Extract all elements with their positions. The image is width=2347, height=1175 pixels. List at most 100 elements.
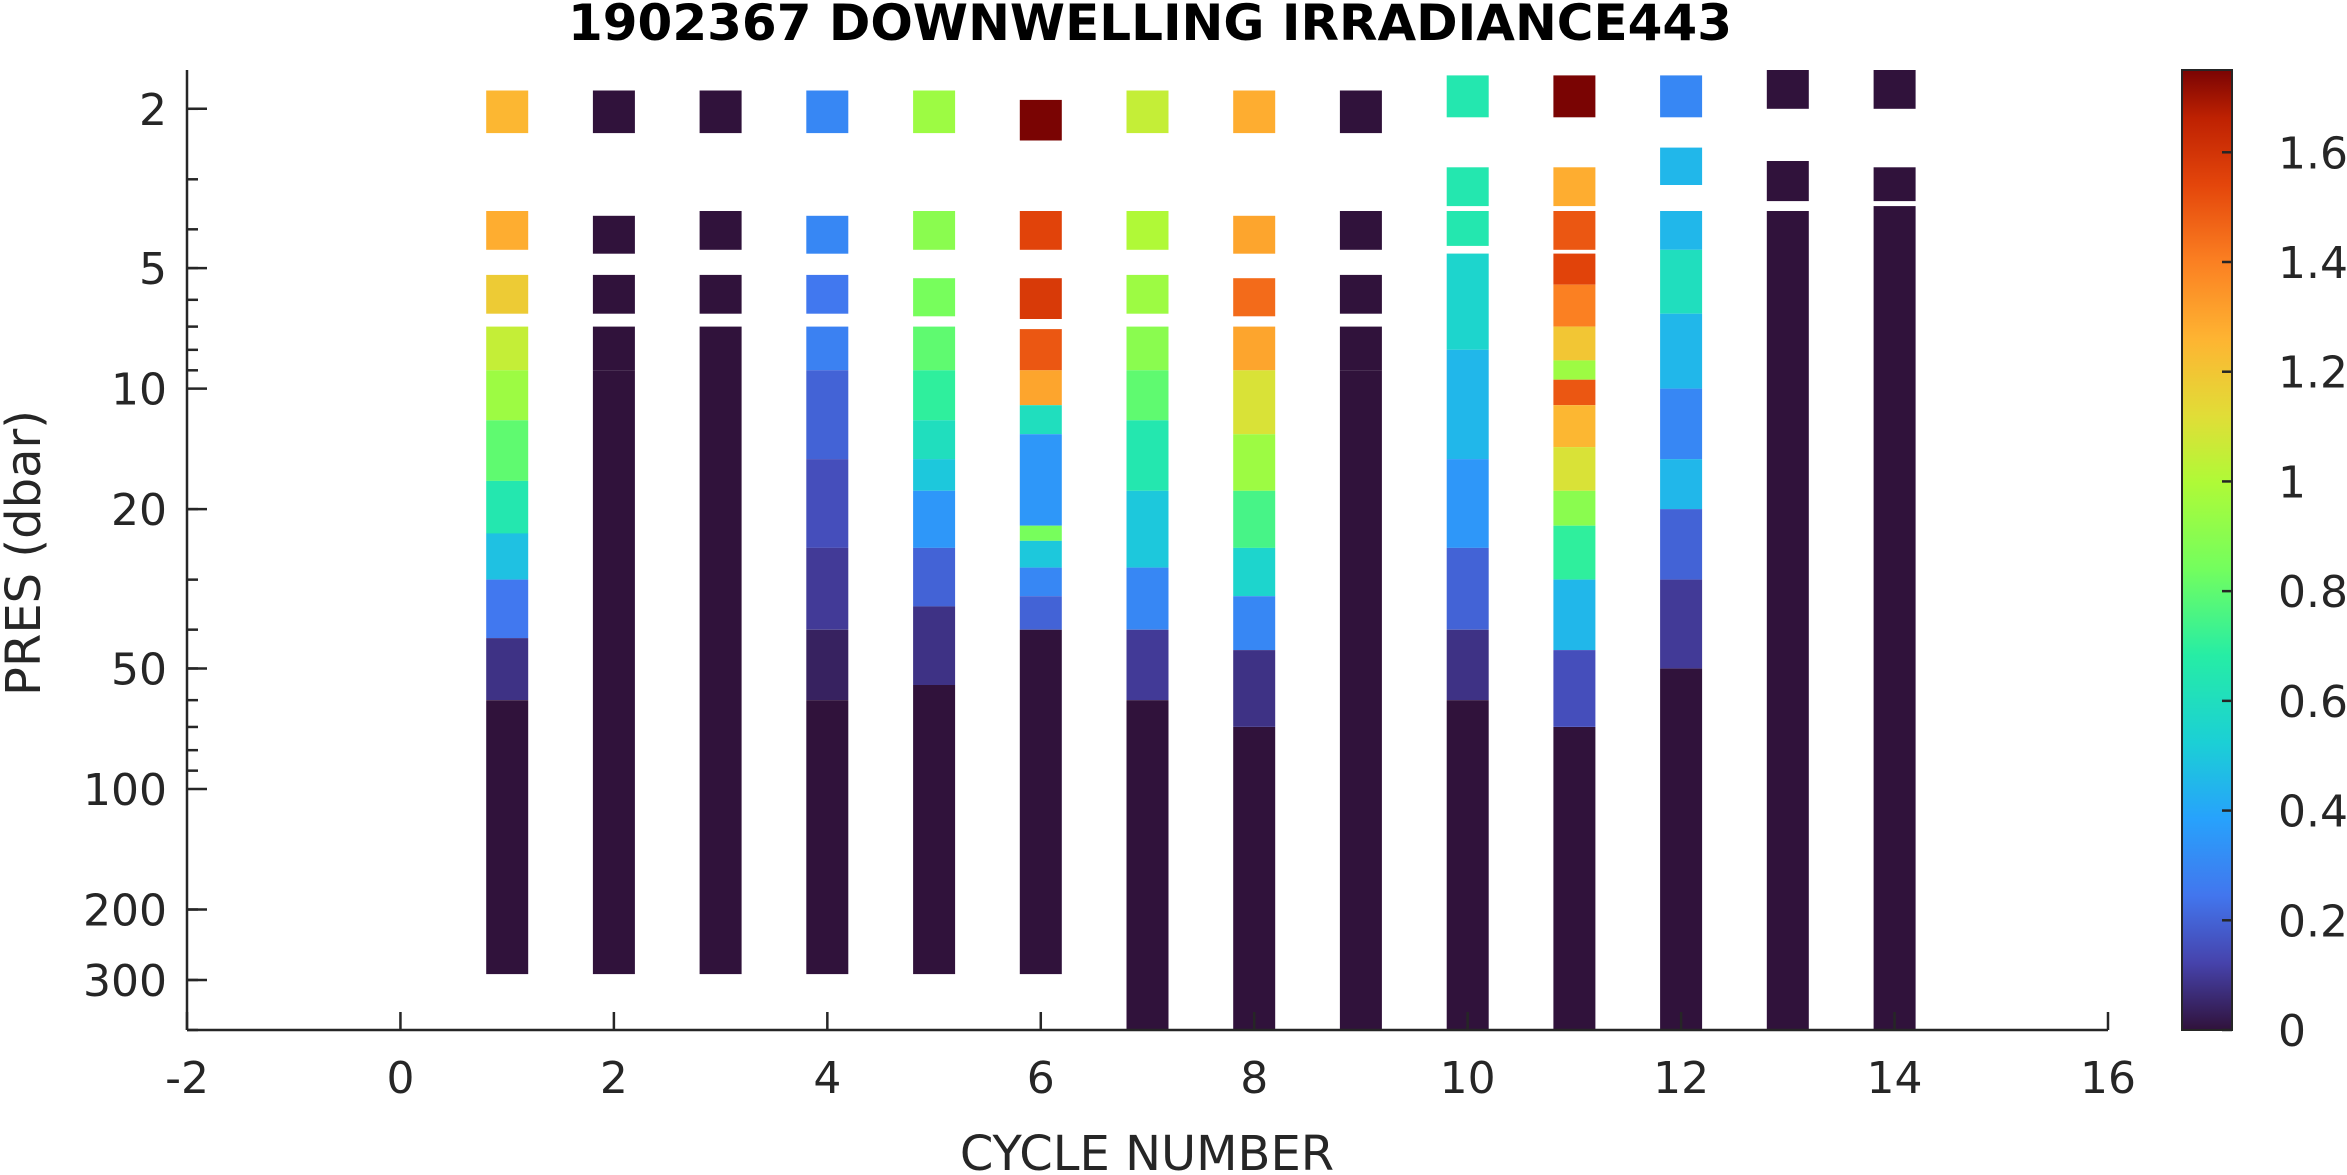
profile-6-segment-3: [1019, 329, 1062, 371]
profile-cycle-7: [1126, 90, 1169, 1030]
profile-13-segment-0: [1766, 70, 1809, 109]
profile-11-segment-13: [1553, 650, 1596, 727]
profile-2-segment-0: [592, 90, 635, 134]
profile-12-segment-8: [1660, 579, 1703, 669]
profile-11-segment-5: [1553, 326, 1596, 361]
x-tick-label: 8: [1240, 1053, 1268, 1104]
profile-7-segment-2: [1126, 274, 1169, 314]
profile-7-segment-4: [1126, 370, 1169, 421]
profile-3-segment-2: [699, 274, 742, 314]
profile-1-segment-3: [486, 326, 529, 371]
profile-1-segment-6: [486, 480, 529, 534]
x-tick-label: 0: [386, 1053, 414, 1104]
profile-8-segment-9: [1233, 650, 1276, 727]
profile-cycle-5: [913, 90, 956, 975]
profile-11-segment-7: [1553, 379, 1596, 406]
y-tick-label: 300: [83, 956, 167, 1007]
profile-cycle-2: [592, 90, 635, 975]
profile-9-segment-3: [1339, 326, 1382, 371]
profile-12-segment-0: [1660, 75, 1703, 118]
profile-3-segment-3: [699, 326, 742, 975]
profile-6-segment-7: [1019, 525, 1062, 541]
profile-3-segment-1: [699, 211, 742, 250]
profile-7-segment-0: [1126, 90, 1169, 134]
profile-2-segment-4: [592, 370, 635, 975]
profile-11-segment-9: [1553, 447, 1596, 491]
profile-10-segment-4: [1446, 349, 1489, 460]
profile-4-segment-4: [806, 370, 849, 460]
profile-4-segment-2: [806, 274, 849, 314]
profile-10-segment-8: [1446, 700, 1489, 1030]
profile-6-segment-10: [1019, 596, 1062, 630]
profile-8-segment-10: [1233, 727, 1276, 1030]
profile-1-segment-4: [486, 370, 529, 421]
profile-8-segment-2: [1233, 278, 1276, 317]
profile-7-segment-9: [1126, 700, 1169, 1030]
profile-11-segment-11: [1553, 525, 1596, 580]
profile-8-segment-8: [1233, 596, 1276, 651]
x-tick-label: 10: [1440, 1053, 1496, 1104]
profile-9-segment-4: [1339, 370, 1382, 1030]
profile-5-segment-7: [913, 490, 956, 548]
profile-6-segment-8: [1019, 540, 1062, 568]
y-tick-label: 200: [83, 885, 167, 936]
profile-1-segment-10: [486, 700, 529, 975]
colorbar-tick-label: 0.4: [2278, 787, 2347, 838]
profile-10-segment-6: [1446, 547, 1489, 630]
profile-5-segment-1: [913, 211, 956, 250]
colorbar-tick-label: 1.6: [2278, 128, 2347, 179]
profile-13-segment-2: [1766, 211, 1809, 1030]
profile-6-segment-11: [1019, 629, 1062, 975]
profile-4-segment-5: [806, 459, 849, 548]
profile-1-segment-1: [486, 211, 529, 250]
y-tick-label: 100: [83, 765, 167, 816]
profile-5-segment-8: [913, 547, 956, 607]
colorbar: 0 0.2 0.4 0.6 0.8 1 1.2 1.4 1.6: [2181, 69, 2347, 1057]
profile-9-segment-0: [1339, 90, 1382, 134]
profile-8-segment-0: [1233, 90, 1276, 134]
profile-1-segment-7: [486, 533, 529, 580]
profile-5-segment-6: [913, 459, 956, 491]
profile-12-segment-1: [1660, 147, 1703, 185]
profile-12-segment-9: [1660, 668, 1703, 1030]
profile-11-segment-2: [1553, 211, 1596, 250]
colorbar-tick-label: 0.2: [2278, 896, 2347, 947]
profile-5-segment-5: [913, 420, 956, 460]
plot-area: [486, 70, 1916, 1031]
profile-11-segment-12: [1553, 579, 1596, 651]
profile-6-segment-1: [1019, 211, 1062, 250]
profile-5-segment-9: [913, 606, 956, 685]
profile-6-segment-6: [1019, 434, 1062, 526]
chart-title: 1902367 DOWNWELLING IRRADIANCE443: [568, 0, 1732, 52]
x-tick-label: 4: [813, 1053, 841, 1104]
profile-6-segment-0: [1019, 99, 1062, 141]
x-axis-label: CYCLE NUMBER: [960, 1126, 1334, 1175]
profile-cycle-13: [1766, 70, 1809, 1030]
profile-10-segment-0: [1446, 75, 1489, 118]
y-axis: 2 5 10 20 50 100 200 300: [83, 70, 207, 1032]
colorbar-tick-label: 1.4: [2278, 238, 2347, 289]
profile-1-segment-8: [486, 579, 529, 639]
profile-1-segment-9: [486, 638, 529, 701]
profile-14-segment-2: [1873, 206, 1916, 1031]
profile-7-segment-6: [1126, 490, 1169, 568]
profile-10-segment-5: [1446, 459, 1489, 548]
profile-7-segment-5: [1126, 420, 1169, 491]
profile-11-segment-4: [1553, 284, 1596, 327]
profile-2-segment-2: [592, 274, 635, 314]
profile-2-segment-3: [592, 326, 635, 371]
profile-13-segment-1: [1766, 161, 1809, 202]
profile-1-segment-5: [486, 420, 529, 481]
profile-5-segment-2: [913, 278, 956, 317]
profile-10-segment-3: [1446, 253, 1489, 350]
y-tick-label: 50: [111, 644, 167, 695]
profile-cycle-1: [486, 90, 529, 975]
y-tick-label: 10: [111, 365, 167, 416]
profile-11-segment-10: [1553, 490, 1596, 526]
profile-8-segment-3: [1233, 326, 1276, 371]
profile-11-segment-6: [1553, 360, 1596, 380]
profile-11-segment-1: [1553, 167, 1596, 207]
profile-9-segment-1: [1339, 211, 1382, 250]
profile-4-segment-7: [806, 629, 849, 701]
profile-10-segment-2: [1446, 211, 1489, 246]
